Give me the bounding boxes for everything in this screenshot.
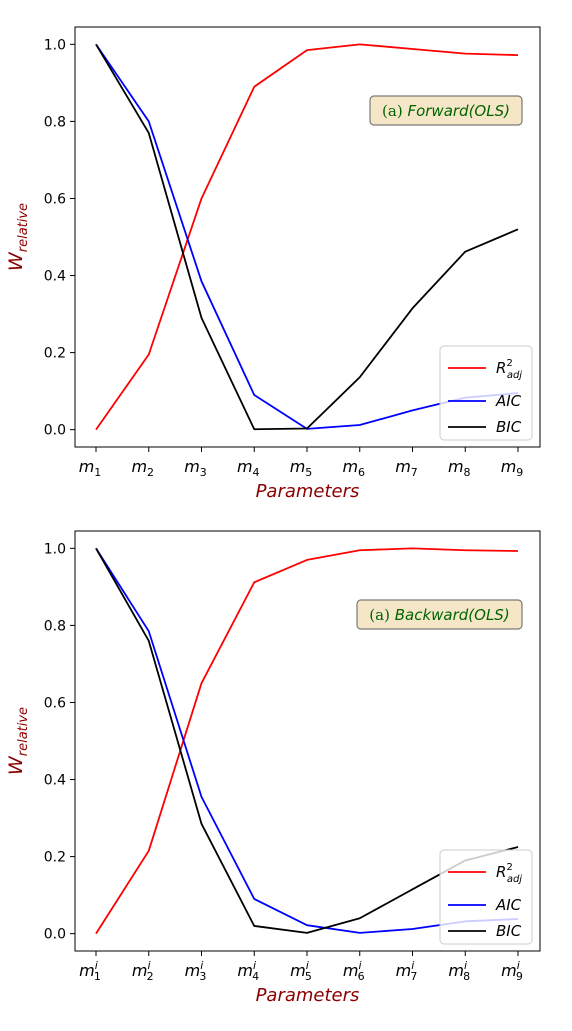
chart-panel-2: 0.0 0.2 0.4 0.6 0.8 1.0 mi 1 mi 2 mi 3 mi 4 mi 5 mi 6 mi 7 m… xyxy=(5,531,540,1006)
y-tick-label: 0.4 xyxy=(44,773,66,789)
legend-label: AIC xyxy=(495,392,522,410)
legend-label: AIC xyxy=(495,896,522,914)
x-tick-label: m6 xyxy=(342,457,365,479)
x-axis-label: Parameters xyxy=(256,481,360,502)
x-tick-label: m2 xyxy=(131,457,154,479)
x-tick-label: mi 1 xyxy=(79,959,101,983)
x-tick-label: mi 6 xyxy=(343,959,365,983)
x-tick-label: m5 xyxy=(290,457,313,479)
y-axis-label: Wrelative xyxy=(5,203,31,271)
y-tick-label: 0.4 xyxy=(44,269,66,285)
y-tick-label: 0.6 xyxy=(44,191,66,207)
legend-label: BIC xyxy=(496,418,522,436)
x-tick-label: mi 8 xyxy=(448,959,470,983)
x-tick-label: m3 xyxy=(184,457,207,479)
x-tick-label: mi 2 xyxy=(132,959,154,983)
y-tick-label: 0.0 xyxy=(44,927,66,943)
x-tick-label: m4 xyxy=(237,457,260,479)
x-tick-label: m1 xyxy=(79,457,102,479)
x-tick-label: m7 xyxy=(395,457,418,479)
x-tick-label: mi 4 xyxy=(237,959,259,983)
x-tick-label: m8 xyxy=(448,457,471,479)
y-tick-label: 1.0 xyxy=(44,37,66,53)
y-tick-label: 0.6 xyxy=(44,695,66,711)
y-tick-label: 0.2 xyxy=(44,346,66,362)
y-tick-label: 1.0 xyxy=(44,541,66,557)
x-tick-label: m9 xyxy=(501,457,524,479)
x-tick-label: mi 9 xyxy=(501,959,523,983)
y-tick-label: 0.2 xyxy=(44,850,66,866)
y-axis-label: Wrelative xyxy=(5,707,31,775)
legend-label: BIC xyxy=(496,922,522,940)
x-axis-label: Parameters xyxy=(256,985,360,1006)
x-tick-label: mi 3 xyxy=(185,959,207,983)
annotation-text: (a) Backward(OLS) xyxy=(369,606,509,624)
y-tick-label: 0.8 xyxy=(44,618,66,634)
x-tick-label: mi 5 xyxy=(290,959,312,983)
chart-panel-1: 0.0 0.2 0.4 0.6 0.8 1.0 m1 m2 m3 m4 m5 m6 m7 m8 m9 Para… xyxy=(5,27,540,502)
x-tick-label: mi 7 xyxy=(396,959,418,983)
y-tick-label: 0.0 xyxy=(44,423,66,439)
y-tick-label: 0.8 xyxy=(44,114,66,130)
annotation-text: (a) Forward(OLS) xyxy=(382,102,510,120)
